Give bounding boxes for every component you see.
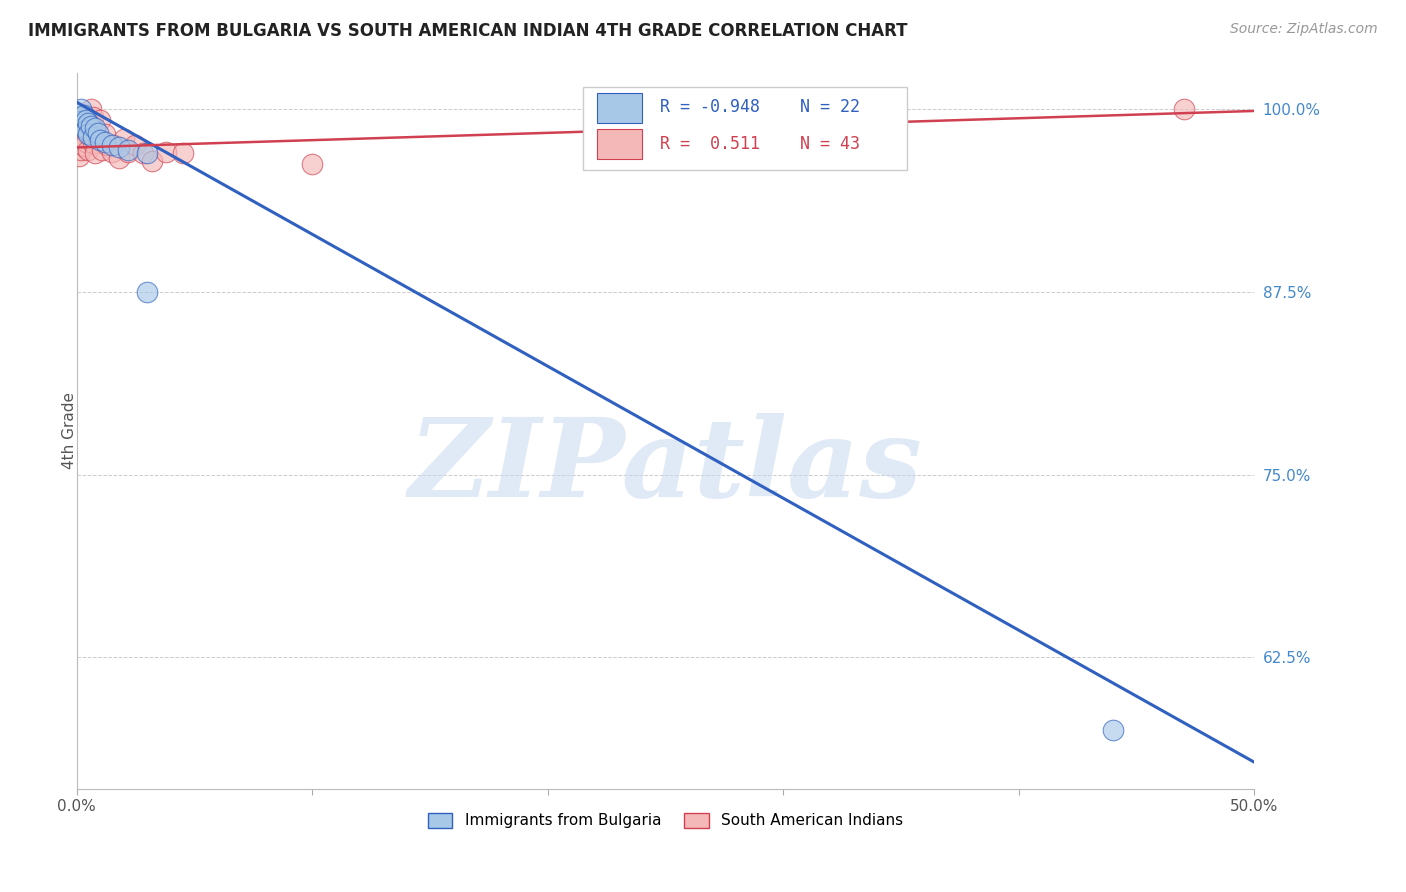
Point bbox=[89, 133, 111, 147]
Point bbox=[108, 140, 131, 154]
Point bbox=[89, 112, 111, 127]
Text: R =  0.511    N = 43: R = 0.511 N = 43 bbox=[659, 135, 859, 153]
FancyBboxPatch shape bbox=[598, 93, 643, 123]
Text: R = -0.948    N = 22: R = -0.948 N = 22 bbox=[659, 98, 859, 116]
Point bbox=[75, 110, 97, 124]
Point bbox=[70, 114, 93, 128]
Point bbox=[136, 146, 159, 161]
Point bbox=[155, 145, 177, 159]
Point bbox=[75, 112, 97, 127]
Point bbox=[70, 103, 93, 117]
Point bbox=[72, 124, 94, 138]
Point bbox=[301, 156, 323, 170]
Point bbox=[87, 126, 110, 140]
Point bbox=[84, 146, 107, 161]
Point bbox=[67, 131, 90, 145]
Point bbox=[1173, 103, 1195, 117]
Point bbox=[72, 120, 94, 134]
Point bbox=[117, 144, 139, 158]
Point bbox=[70, 114, 93, 128]
Point bbox=[94, 128, 117, 142]
Point bbox=[84, 121, 107, 136]
Point bbox=[75, 123, 97, 137]
Y-axis label: 4th Grade: 4th Grade bbox=[62, 392, 77, 469]
Point bbox=[77, 115, 100, 129]
Point bbox=[112, 131, 135, 145]
Point bbox=[84, 124, 107, 138]
Text: IMMIGRANTS FROM BULGARIA VS SOUTH AMERICAN INDIAN 4TH GRADE CORRELATION CHART: IMMIGRANTS FROM BULGARIA VS SOUTH AMERIC… bbox=[28, 22, 908, 40]
Point bbox=[103, 137, 125, 152]
Point bbox=[67, 149, 90, 163]
Point bbox=[82, 110, 104, 124]
Point bbox=[77, 144, 100, 158]
Point bbox=[131, 146, 153, 161]
Point bbox=[80, 103, 103, 117]
FancyBboxPatch shape bbox=[598, 128, 643, 159]
Point bbox=[117, 145, 139, 159]
Point bbox=[77, 117, 100, 131]
Point bbox=[91, 144, 114, 158]
Point bbox=[80, 119, 103, 133]
Point bbox=[136, 285, 159, 299]
Point bbox=[101, 145, 124, 159]
Point bbox=[94, 135, 117, 149]
Point bbox=[82, 130, 104, 145]
FancyBboxPatch shape bbox=[583, 87, 907, 169]
Legend: Immigrants from Bulgaria, South American Indians: Immigrants from Bulgaria, South American… bbox=[422, 806, 910, 835]
Point bbox=[82, 136, 104, 150]
Point bbox=[87, 131, 110, 145]
Point bbox=[70, 144, 93, 158]
Point bbox=[101, 137, 124, 152]
Point bbox=[80, 128, 103, 143]
Point bbox=[72, 139, 94, 153]
Point bbox=[77, 128, 100, 142]
Point bbox=[72, 108, 94, 122]
Point bbox=[1102, 723, 1125, 738]
Point bbox=[75, 135, 97, 149]
Text: ZIPatlas: ZIPatlas bbox=[409, 413, 922, 520]
Point bbox=[172, 146, 194, 161]
Point bbox=[67, 110, 90, 124]
Point bbox=[124, 137, 146, 152]
Point bbox=[108, 151, 131, 165]
Point bbox=[141, 153, 163, 168]
Text: Source: ZipAtlas.com: Source: ZipAtlas.com bbox=[1230, 22, 1378, 37]
Point bbox=[96, 137, 118, 152]
